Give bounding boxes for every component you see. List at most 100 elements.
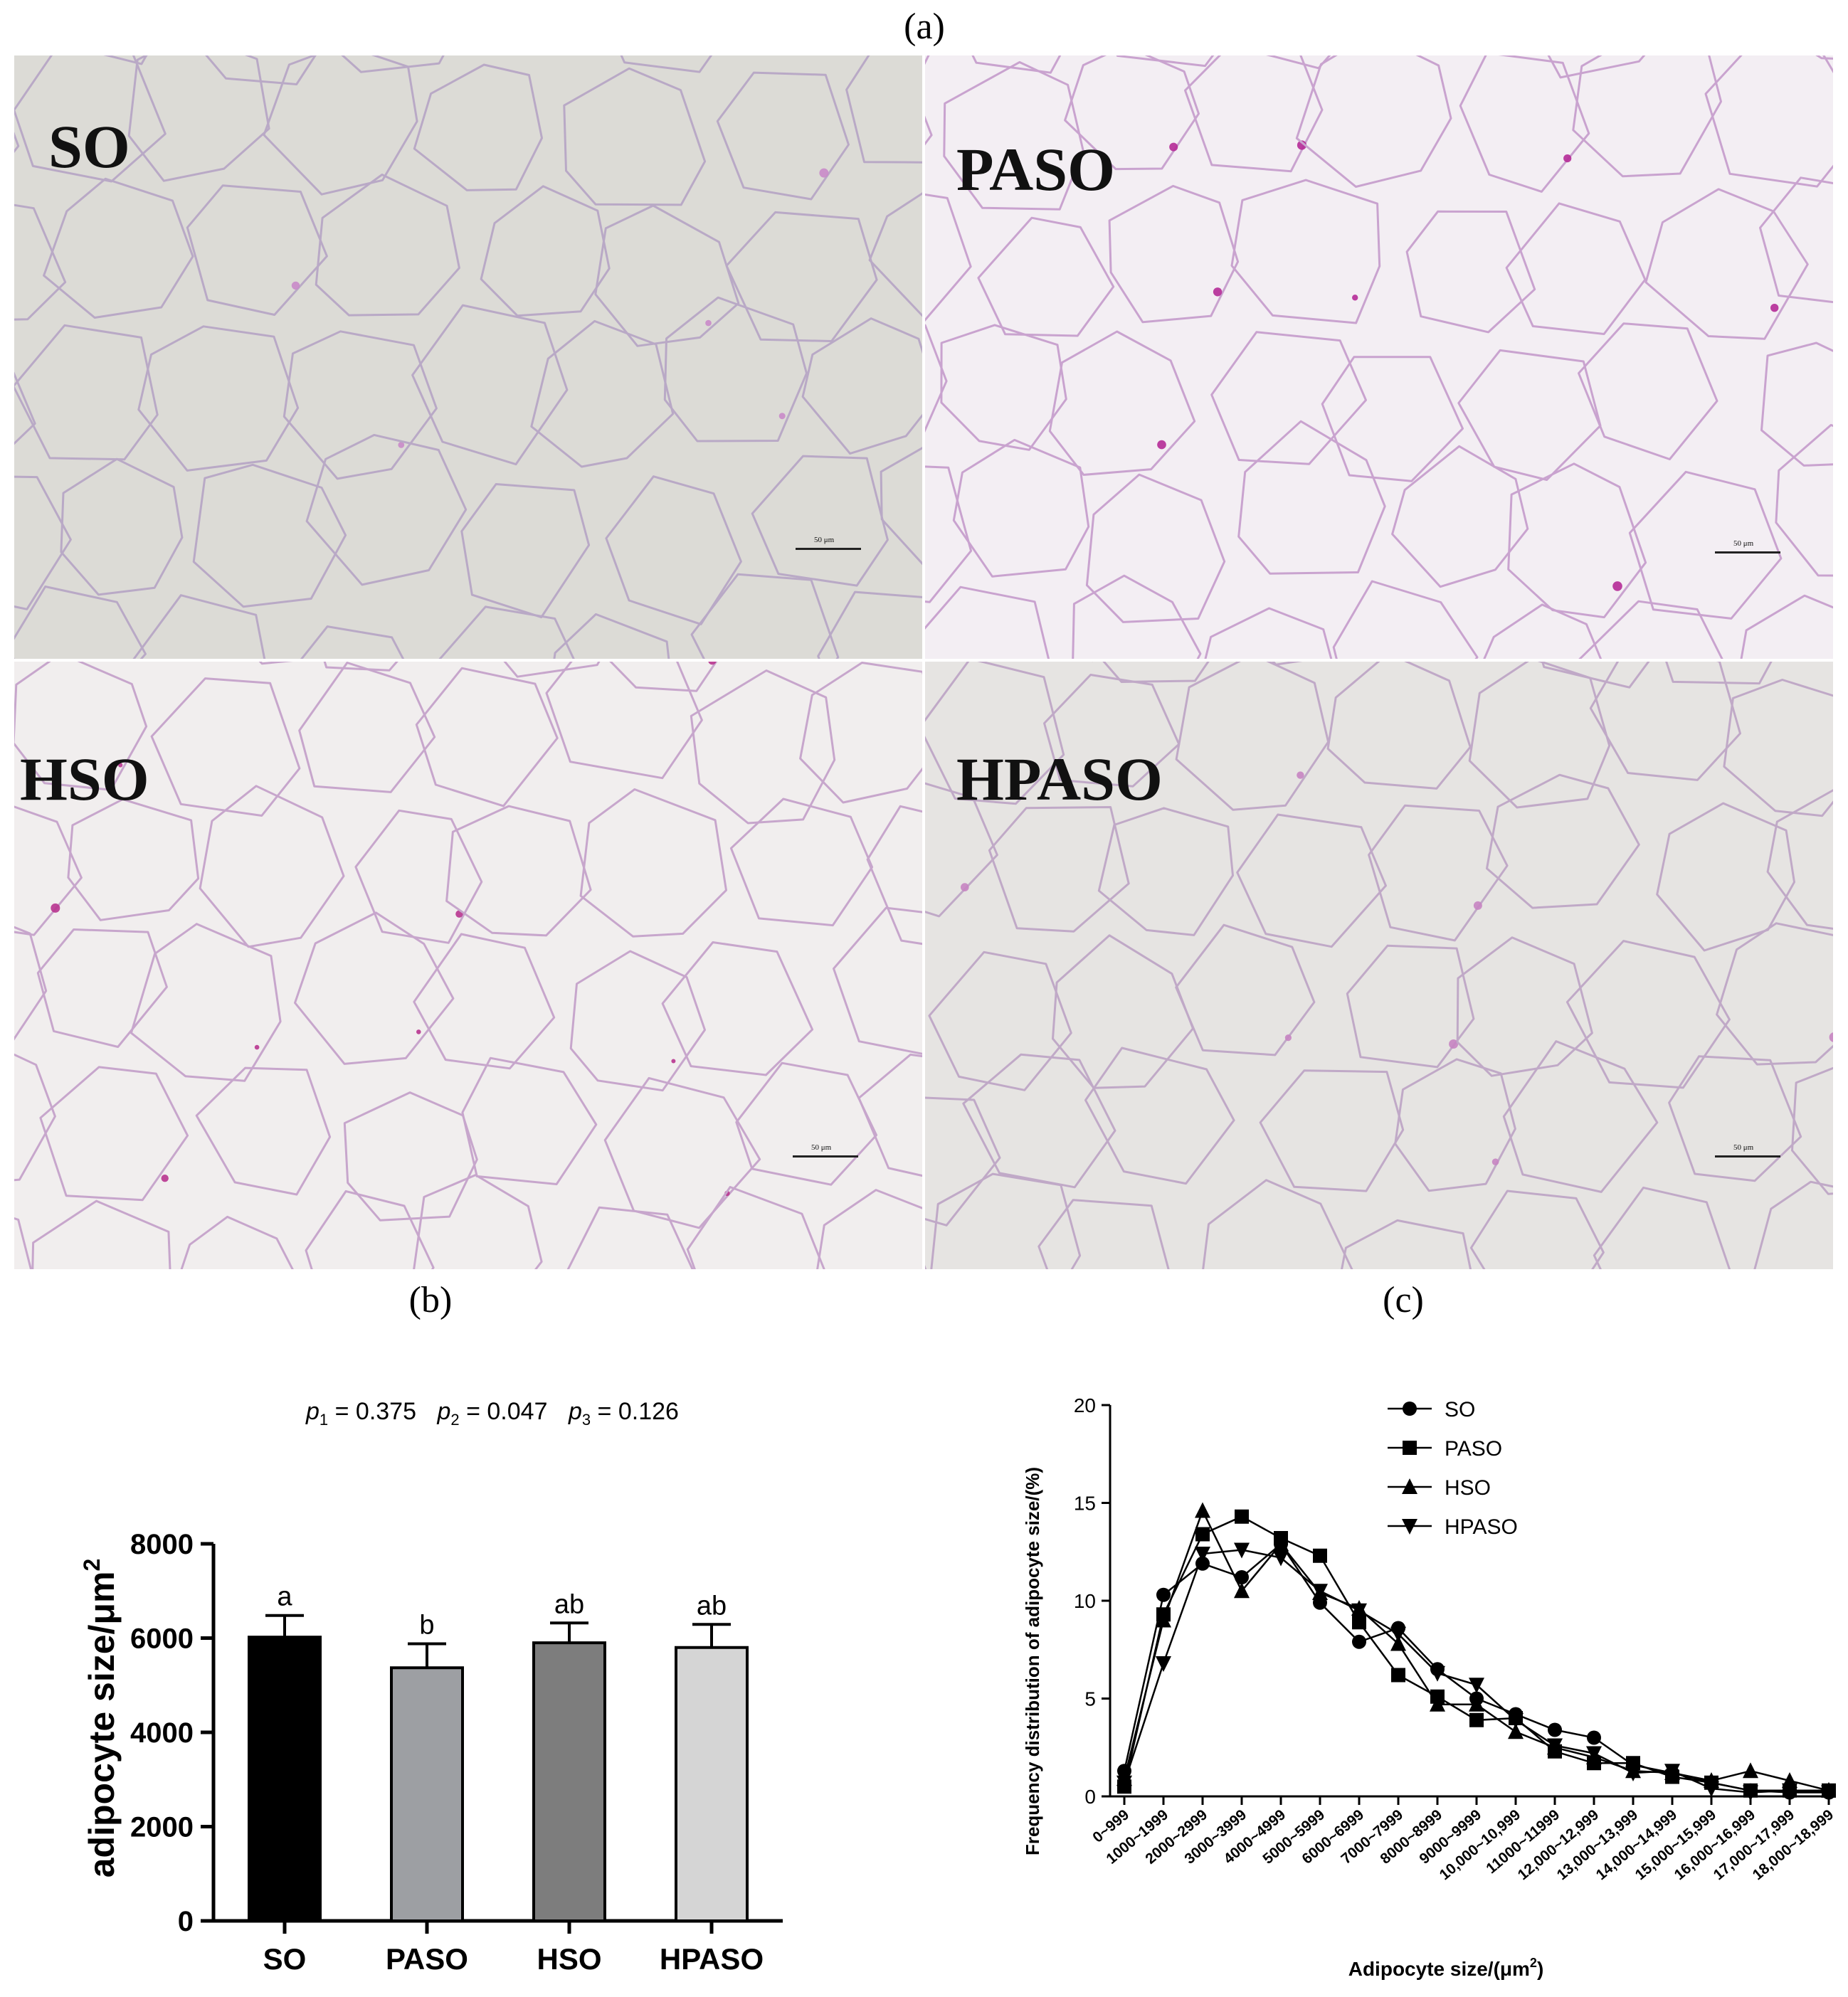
cell-wall xyxy=(413,63,543,191)
cell-wall xyxy=(686,1186,825,1269)
point-so xyxy=(1156,1587,1171,1602)
micrograph-hso: HSO 50 μm xyxy=(14,662,922,1269)
point-hpaso xyxy=(1430,1665,1445,1682)
cell-wall xyxy=(1665,662,1773,685)
cell-wall xyxy=(594,204,740,347)
cell-wall xyxy=(729,798,874,927)
cell-wall xyxy=(1486,773,1640,909)
cell-wall xyxy=(925,586,1050,659)
cell-wall xyxy=(569,950,706,1092)
nucleus xyxy=(819,168,829,178)
point-paso xyxy=(1235,1509,1249,1524)
cell-wall xyxy=(283,330,438,480)
cell-wall xyxy=(1175,923,1316,1056)
line-chart: Frequency distribution of adipocyte size… xyxy=(1022,1394,1836,1980)
point-hpaso xyxy=(1273,1550,1289,1567)
cell-wall xyxy=(1753,1180,1833,1269)
cell-wall xyxy=(1230,179,1381,324)
cell-wall xyxy=(127,55,270,182)
point-paso xyxy=(1391,1668,1405,1683)
cell-wall xyxy=(1759,176,1833,304)
cell-wall xyxy=(438,605,575,659)
point-hpaso xyxy=(1782,1783,1797,1799)
cell-wall xyxy=(14,1053,56,1182)
cell-wall xyxy=(415,667,559,807)
bar-chart: p1 = 0.375 p2 = 0.047 p3 = 0.126 adipocy… xyxy=(79,1398,783,1976)
cell-wall xyxy=(1578,600,1723,659)
bar-hpaso xyxy=(675,1646,749,1922)
tissue-image xyxy=(925,55,1833,659)
point-hpaso xyxy=(1234,1542,1250,1559)
cell-wall xyxy=(36,928,168,1048)
cell-wall xyxy=(940,324,1067,451)
cell-wall xyxy=(1064,55,1200,171)
cell-wall xyxy=(1468,662,1611,809)
group-label-hso: HSO xyxy=(20,745,149,813)
significance-letter: ab xyxy=(554,1589,584,1619)
cell-wall xyxy=(1097,807,1234,936)
point-so xyxy=(1195,1556,1210,1571)
point-hpaso xyxy=(1312,1584,1328,1600)
cell-wall xyxy=(199,785,345,948)
cell-wall xyxy=(1704,55,1833,188)
cell-wall xyxy=(620,55,713,73)
cell-wall xyxy=(14,662,148,791)
cell-wall xyxy=(880,447,922,566)
x-tick-label: PASO xyxy=(386,1942,468,1976)
y-tick-label: 2000 xyxy=(130,1812,194,1843)
cell-wall xyxy=(1102,662,1210,683)
cell-wall xyxy=(1405,210,1536,334)
point-hpaso xyxy=(1743,1785,1758,1801)
bar-so xyxy=(248,1636,322,1922)
cell-wall xyxy=(1295,55,1452,188)
point-hso xyxy=(1430,1695,1445,1712)
cell-wall xyxy=(553,613,670,659)
scale-bar xyxy=(1715,551,1780,553)
cell-wall xyxy=(1085,473,1226,623)
point-hpaso xyxy=(1664,1764,1680,1780)
y-tick-label: 6000 xyxy=(130,1623,194,1655)
cell-wall xyxy=(192,463,347,608)
cell-wall xyxy=(1723,679,1833,817)
cell-wall xyxy=(298,662,436,793)
cell-wall xyxy=(1565,940,1731,1089)
cell-wall xyxy=(1043,674,1181,788)
x-tick-label: SO xyxy=(263,1942,307,1976)
cell-wall xyxy=(1237,420,1386,575)
tissue-image xyxy=(14,55,922,659)
cell-wall xyxy=(971,55,1062,74)
cell-wall xyxy=(1391,445,1529,588)
micrograph-hpaso: HPASO 50 μm xyxy=(925,662,1833,1269)
point-hso xyxy=(1469,1695,1484,1712)
cell-wall xyxy=(1502,1040,1659,1193)
cell-wall xyxy=(305,433,468,586)
point-hpaso xyxy=(1195,1547,1210,1562)
y-tick-label: 20 xyxy=(1074,1394,1096,1416)
cell-wall xyxy=(1368,804,1509,942)
cell-wall xyxy=(14,203,67,321)
cell-wall xyxy=(1578,322,1718,460)
cell-wall xyxy=(294,911,455,1065)
cell-wall xyxy=(816,1189,922,1269)
panel-c-label: (c) xyxy=(1383,1280,1424,1320)
cell-wall xyxy=(305,1190,435,1269)
y-tick-label: 15 xyxy=(1074,1493,1096,1515)
cell-wall xyxy=(868,192,922,317)
cell-wall xyxy=(195,1066,332,1196)
cell-wall xyxy=(661,941,814,1076)
x-tick-label: HPASO xyxy=(660,1942,764,1976)
nucleus xyxy=(778,413,786,420)
cell-wall xyxy=(343,1091,478,1222)
cell-wall xyxy=(1084,1047,1235,1185)
cell-wall xyxy=(579,788,727,938)
cell-wall xyxy=(1459,55,1590,193)
cell-wall xyxy=(180,1215,294,1269)
scale-bar xyxy=(1715,1155,1780,1158)
cell-wall xyxy=(150,677,301,817)
series-line-hpaso xyxy=(1123,1549,1829,1794)
micrograph-grid: SO 50 μm PASO 50 μm HSO 50 μm HPASO 50 μ… xyxy=(14,55,1833,1269)
nucleus xyxy=(708,662,717,665)
x-tick-label: HSO xyxy=(537,1942,601,1976)
bar-paso xyxy=(390,1666,464,1922)
cell-wall xyxy=(928,950,1072,1091)
